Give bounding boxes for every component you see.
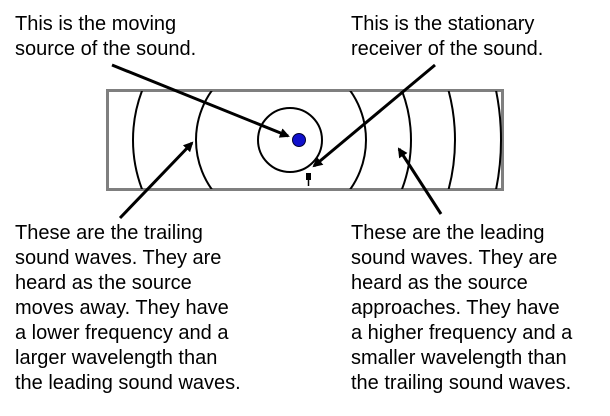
trailing-arrow: [118, 141, 194, 220]
wave-front: [195, 91, 367, 189]
leading-waves-label: These are the leading sound waves. They …: [351, 222, 573, 394]
wave-front: [132, 91, 412, 189]
wave-box-frame: [106, 89, 504, 191]
trailing-waves-label: These are the trailing sound waves. They…: [15, 222, 241, 394]
receiver-icon: [306, 173, 311, 186]
leading-arrow: [397, 147, 443, 215]
receiver-arrow: [312, 63, 436, 168]
wave-front: [495, 91, 502, 189]
wave-front: [447, 91, 456, 189]
receiver-label: This is the stationary receiver of the s…: [351, 13, 544, 60]
source-arrow: [111, 63, 290, 138]
wave-front: [257, 107, 323, 173]
sound-source-dot: [292, 133, 306, 147]
source-label: This is the moving source of the sound.: [15, 13, 197, 60]
